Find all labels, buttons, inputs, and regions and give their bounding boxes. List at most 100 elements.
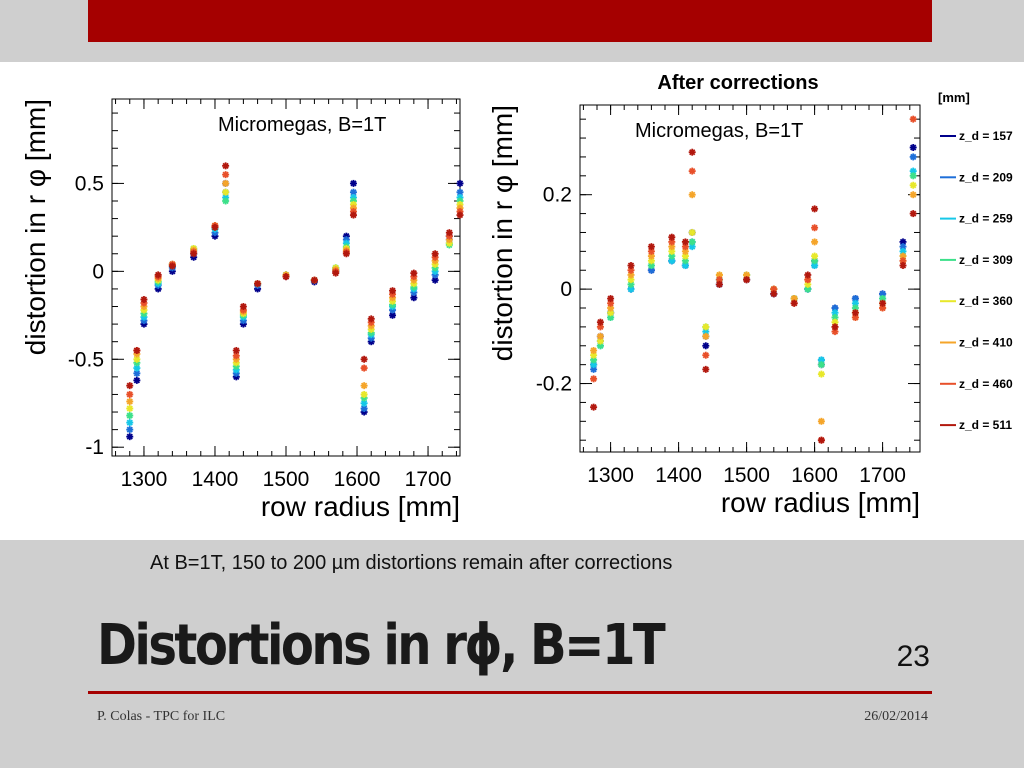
x-tick-label: 1700 [859, 464, 906, 487]
x-tick-label: 1600 [791, 464, 838, 487]
series-8 [590, 148, 917, 444]
data-point [431, 250, 439, 258]
data-point [607, 309, 615, 317]
data-point-d2 [648, 257, 655, 264]
data-point-d2 [879, 290, 886, 297]
data-point-d2 [702, 323, 709, 331]
data-point [688, 238, 696, 246]
data-point-d2 [222, 180, 229, 187]
chart-annotation: Micromegas, B=1T [218, 114, 386, 136]
data-point-d2 [804, 285, 811, 293]
data-point [715, 280, 723, 288]
data-point-d2 [607, 295, 614, 302]
data-point-d2 [804, 276, 811, 283]
data-point-d2 [126, 382, 133, 389]
data-point-d2 [702, 333, 709, 340]
data-point-d2 [410, 269, 417, 277]
data-point-d2 [126, 433, 133, 440]
data-point-d2 [910, 182, 917, 189]
data-point [715, 276, 723, 284]
data-point [899, 243, 907, 251]
data-point-d2 [133, 356, 140, 363]
data-point-d2 [818, 356, 825, 364]
data-point-d2 [689, 229, 696, 236]
data-point-d2 [831, 328, 839, 335]
data-point [790, 299, 798, 307]
data-point [879, 299, 887, 307]
data-point [702, 323, 710, 331]
data-point [456, 211, 464, 219]
data-point [817, 417, 825, 425]
axis-ticks [580, 105, 920, 452]
data-point-d2 [811, 257, 818, 264]
data-point-d2 [910, 144, 917, 151]
data-point-d2 [804, 271, 811, 279]
data-point [222, 179, 230, 187]
data-point-d2 [716, 271, 723, 279]
data-point [367, 315, 375, 323]
data-point-d2 [456, 211, 464, 219]
data-point [817, 370, 825, 378]
top-accent-bar [88, 0, 932, 42]
data-points [590, 115, 917, 444]
data-point-d2 [350, 189, 357, 196]
data-point [909, 172, 917, 180]
data-point [647, 262, 655, 270]
data-point [590, 375, 598, 383]
data-point [770, 290, 778, 298]
data-point-d2 [368, 315, 375, 322]
data-point [133, 346, 141, 354]
data-point [688, 191, 696, 199]
data-point-d2 [702, 328, 709, 335]
data-point-d2 [155, 271, 162, 278]
data-point-d2 [627, 276, 635, 283]
data-point-d2 [254, 280, 261, 287]
plot-frame [579, 104, 921, 453]
data-point [332, 269, 340, 277]
data-point-d2 [126, 419, 133, 426]
series-8 [126, 162, 464, 390]
data-point [688, 148, 696, 156]
data-point-d2 [818, 437, 825, 444]
data-point [596, 332, 604, 340]
data-point-d2 [716, 276, 723, 283]
data-point [126, 390, 134, 398]
x-axis-label: row radius [mm] [721, 487, 920, 518]
data-point-d2 [360, 405, 368, 412]
data-point-d2 [689, 238, 696, 246]
data-point [647, 243, 655, 251]
data-point-d2 [682, 243, 689, 250]
data-point [590, 403, 598, 411]
data-point-d2 [627, 281, 635, 288]
data-point-d2 [222, 162, 229, 169]
data-point [702, 342, 710, 350]
data-point-d2 [818, 418, 825, 425]
data-point-d2 [311, 277, 318, 284]
data-point [342, 250, 350, 258]
data-point-d2 [360, 400, 368, 407]
data-point-d2 [590, 352, 597, 359]
data-point-d2 [432, 277, 439, 284]
y-axis-label: distortion in r φ [mm] [20, 99, 51, 355]
legend-entry: z_d = 511 [959, 418, 1012, 432]
data-point [360, 382, 368, 390]
data-point [168, 262, 176, 270]
footer-rule [88, 691, 932, 694]
data-point-d2 [879, 304, 886, 312]
data-point [222, 188, 230, 196]
data-point [607, 295, 615, 303]
data-point-d2 [668, 243, 675, 250]
data-point [126, 426, 134, 434]
data-point-d2 [716, 281, 723, 288]
data-point-d2 [126, 405, 133, 412]
data-point-d2 [910, 167, 917, 175]
data-point-d2 [627, 267, 635, 274]
data-point [133, 376, 141, 384]
data-point-d2 [852, 300, 859, 307]
data-point-d2 [910, 191, 917, 198]
data-point-d2 [804, 281, 811, 288]
data-point-d2 [682, 262, 689, 269]
data-point-d2 [590, 361, 597, 368]
data-point [222, 162, 230, 170]
data-point [211, 223, 219, 231]
